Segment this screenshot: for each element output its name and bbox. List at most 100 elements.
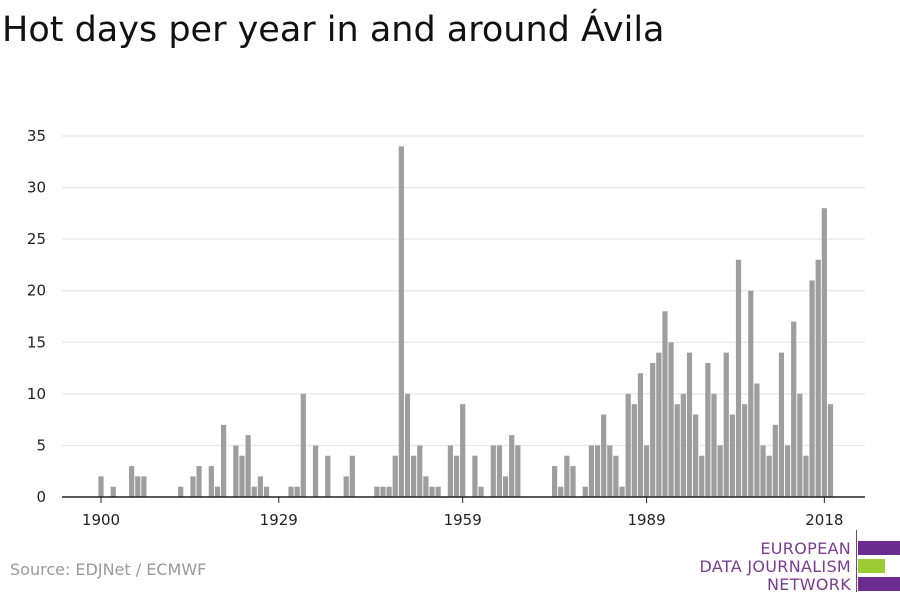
bar: 2013: 17 bbox=[791, 321, 797, 497]
bar: 1925: 1 bbox=[251, 486, 257, 497]
bar: 1927: 1 bbox=[263, 486, 270, 497]
y-tick-label: 0 bbox=[36, 488, 46, 506]
y-tick-label: 15 bbox=[27, 333, 46, 351]
bar: 1951: 4 bbox=[411, 455, 417, 497]
bar-chart: 1900: 2 1902: 1 1905: 31906: 21907: 2 1913:… bbox=[27, 127, 865, 529]
bar: 1949: 34 bbox=[398, 146, 404, 498]
bar: 1935: 5 bbox=[312, 445, 319, 497]
bar: 1946: 1 bbox=[380, 486, 386, 497]
bar: 1962: 1 bbox=[478, 486, 484, 497]
bar: 1940: 2 bbox=[343, 476, 349, 497]
bar: 1906: 2 bbox=[135, 476, 141, 497]
logo-bar-purple-top bbox=[858, 541, 900, 555]
bar: 1932: 1 bbox=[294, 486, 300, 497]
bar: 1959: 9 bbox=[460, 404, 466, 497]
x-tick-label: 1989 bbox=[627, 511, 665, 529]
bar: 2016: 21 bbox=[809, 280, 815, 497]
bar: 1923: 4 bbox=[239, 455, 245, 497]
bar: 2000: 10 bbox=[711, 393, 717, 497]
bar: 2002: 14 bbox=[723, 352, 729, 497]
bar: 1953: 2 bbox=[423, 476, 429, 497]
bar: 1983: 5 bbox=[607, 445, 613, 497]
bar: 2004: 23 bbox=[735, 259, 742, 497]
bar: 2001: 5 bbox=[717, 445, 723, 497]
bar: 2010: 7 bbox=[772, 424, 778, 497]
bar: 1998: 4 bbox=[699, 455, 705, 497]
x-tick-label: 1959 bbox=[444, 511, 482, 529]
bar: 2006: 20 bbox=[748, 290, 754, 497]
y-tick-label: 35 bbox=[27, 127, 46, 145]
bar: 1915: 2 bbox=[190, 476, 196, 497]
bar: 1945: 1 bbox=[374, 486, 380, 497]
bar: 1986: 10 bbox=[625, 393, 631, 497]
logo-bar-purple-bottom bbox=[858, 577, 900, 591]
bar: 1993: 15 bbox=[668, 342, 674, 497]
bar: 1980: 5 bbox=[588, 445, 594, 497]
bar: 1907: 2 bbox=[141, 476, 147, 497]
x-tick-label: 1929 bbox=[260, 511, 298, 529]
bar: 1955: 1 bbox=[435, 486, 441, 497]
bar: 2014: 10 bbox=[797, 393, 803, 497]
gridlines bbox=[62, 135, 865, 446]
bar: 1979: 1 bbox=[582, 486, 588, 497]
bar: 1919: 1 bbox=[214, 486, 221, 497]
x-axis: 1900 1929 1959 1989 2018 bbox=[62, 496, 865, 529]
bar: 1984: 4 bbox=[613, 455, 619, 497]
bar: 1924: 6 bbox=[245, 435, 251, 497]
y-tick-label: 30 bbox=[27, 179, 46, 197]
bar: 2017: 23 bbox=[815, 259, 821, 497]
bar: 1950: 10 bbox=[404, 393, 411, 497]
bar: 2003: 8 bbox=[729, 414, 735, 497]
y-axis: 0 5 10 15 20 25 30 35 bbox=[27, 127, 46, 506]
bar: 1997: 8 bbox=[693, 414, 699, 497]
bar: 2012: 5 bbox=[784, 445, 791, 497]
bar: 2018: 28 bbox=[821, 208, 827, 497]
bar: 1994: 9 bbox=[674, 404, 680, 497]
bar: 1952: 5 bbox=[417, 445, 423, 497]
bar: 1933: 10 bbox=[300, 393, 306, 497]
bar: 1905: 3 bbox=[129, 466, 135, 497]
bar: 1900: 2 bbox=[98, 476, 104, 497]
bar: 1991: 14 bbox=[656, 352, 662, 497]
bar: 2009: 4 bbox=[766, 455, 772, 497]
logo-text-line-2: DATA JOURNALISM bbox=[699, 557, 851, 576]
bar: 1987: 9 bbox=[631, 404, 637, 497]
bar: 1988: 12 bbox=[637, 373, 644, 497]
logo-bar-green bbox=[858, 559, 885, 573]
bar: 1931: 1 bbox=[288, 486, 294, 497]
bar: 1974: 3 bbox=[552, 466, 558, 497]
bar: 2007: 11 bbox=[754, 383, 760, 497]
bar: 1999: 13 bbox=[705, 362, 711, 497]
bar: 1976: 4 bbox=[564, 455, 570, 497]
bar: 1992: 18 bbox=[662, 311, 668, 497]
bar: 1920: 7 bbox=[221, 424, 227, 497]
bar: 1965: 5 bbox=[496, 445, 503, 497]
x-tick-label: 1900 bbox=[82, 511, 120, 529]
bar: 1966: 2 bbox=[502, 476, 509, 497]
bar: 1989: 5 bbox=[643, 445, 650, 497]
bar: 1922: 5 bbox=[233, 445, 239, 497]
bar: 1964: 5 bbox=[490, 445, 496, 497]
bar: 1947: 1 bbox=[386, 486, 392, 497]
bar: 2011: 14 bbox=[778, 352, 785, 497]
bar: 1977: 3 bbox=[570, 466, 576, 497]
bar: 1937: 4 bbox=[325, 455, 331, 497]
bar: 2005: 9 bbox=[742, 404, 748, 497]
y-tick-label: 5 bbox=[36, 436, 46, 454]
bar: 1958: 4 bbox=[453, 455, 460, 497]
bar: 1913: 1 bbox=[178, 486, 184, 497]
bar: 1916: 3 bbox=[196, 466, 202, 497]
bar: 1981: 5 bbox=[594, 445, 601, 497]
y-tick-label: 10 bbox=[27, 385, 46, 403]
bar: 1961: 4 bbox=[472, 455, 478, 497]
y-tick-label: 25 bbox=[27, 230, 46, 248]
bar: 1990: 13 bbox=[650, 362, 656, 497]
edjnet-logo: EUROPEAN DATA JOURNALISM NETWORK bbox=[699, 530, 900, 594]
logo-text-line-3: NETWORK bbox=[767, 575, 851, 594]
bar: 1926: 2 bbox=[257, 476, 263, 497]
bar: 1982: 8 bbox=[601, 414, 607, 497]
bar: 1918: 3 bbox=[208, 466, 214, 497]
bar: 1985: 1 bbox=[619, 486, 625, 497]
logo-divider bbox=[856, 530, 857, 592]
bars: 1900: 2 1902: 1 1905: 31906: 21907: 2 1913:… bbox=[98, 146, 834, 498]
